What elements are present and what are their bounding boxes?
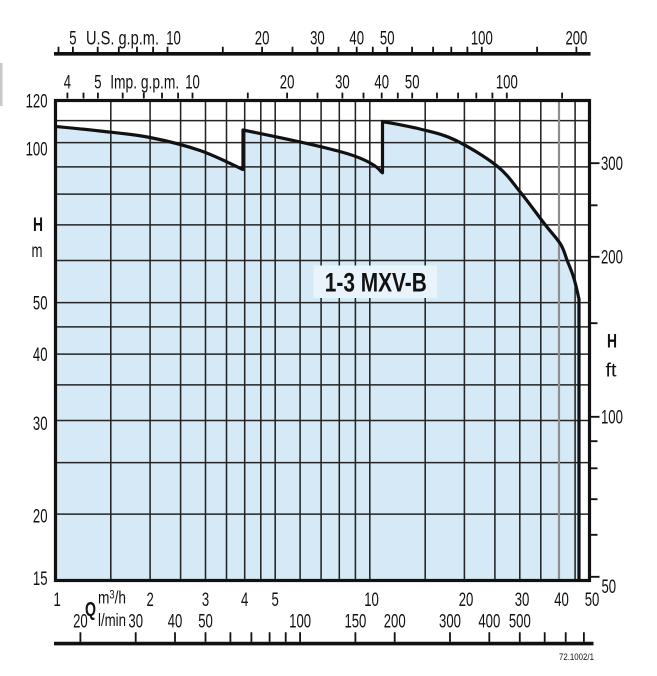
- svg-text:20: 20: [33, 506, 48, 527]
- svg-text:1-3 MXV-B: 1-3 MXV-B: [325, 268, 427, 298]
- svg-text:5: 5: [94, 72, 101, 93]
- svg-text:100: 100: [601, 408, 623, 429]
- svg-text:72.1002/1: 72.1002/1: [559, 652, 594, 663]
- svg-text:200: 200: [565, 29, 587, 50]
- svg-text:50: 50: [33, 293, 48, 314]
- svg-text:ft: ft: [606, 361, 618, 382]
- svg-text:10: 10: [364, 590, 379, 611]
- svg-text:30: 30: [515, 590, 530, 611]
- svg-text:30: 30: [335, 72, 350, 93]
- svg-text:300: 300: [601, 154, 623, 175]
- svg-text:40: 40: [374, 72, 389, 93]
- svg-text:l/min: l/min: [98, 610, 126, 630]
- svg-text:Q: Q: [85, 599, 96, 621]
- svg-text:3: 3: [202, 590, 209, 611]
- svg-text:120: 120: [26, 91, 48, 112]
- svg-text:20: 20: [255, 29, 270, 50]
- svg-text:40: 40: [349, 29, 364, 50]
- svg-text:10: 10: [185, 72, 200, 93]
- svg-text:500: 500: [509, 611, 531, 632]
- svg-text:15: 15: [33, 569, 48, 590]
- svg-text:200: 200: [384, 611, 406, 632]
- svg-text:50: 50: [198, 611, 213, 632]
- svg-text:50: 50: [380, 29, 395, 50]
- svg-text:50: 50: [585, 590, 600, 611]
- svg-text:100: 100: [496, 72, 518, 93]
- svg-text:4: 4: [241, 590, 249, 611]
- svg-text:20: 20: [459, 590, 474, 611]
- svg-text:50: 50: [405, 72, 420, 93]
- svg-text:1: 1: [53, 590, 60, 611]
- svg-text:30: 30: [33, 414, 48, 435]
- svg-text:5: 5: [69, 29, 76, 50]
- svg-text:U.S. g.p.m.: U.S. g.p.m.: [86, 29, 159, 50]
- svg-text:m: m: [32, 241, 43, 262]
- svg-text:300: 300: [439, 611, 461, 632]
- svg-text:400: 400: [478, 611, 500, 632]
- svg-text:40: 40: [554, 590, 569, 611]
- svg-text:H: H: [33, 215, 43, 236]
- svg-text:30: 30: [310, 29, 325, 50]
- svg-text:Imp. g.p.m.: Imp. g.p.m.: [110, 72, 179, 93]
- svg-text:100: 100: [471, 29, 493, 50]
- svg-text:200: 200: [601, 248, 623, 269]
- svg-text:100: 100: [289, 611, 311, 632]
- svg-text:2: 2: [146, 590, 153, 611]
- svg-text:150: 150: [344, 611, 366, 632]
- svg-text:H: H: [607, 332, 617, 353]
- svg-text:40: 40: [168, 611, 183, 632]
- svg-text:5: 5: [272, 590, 279, 611]
- svg-text:20: 20: [280, 72, 295, 93]
- svg-text:40: 40: [33, 345, 48, 366]
- svg-text:4: 4: [64, 72, 72, 93]
- svg-text:20: 20: [73, 611, 88, 632]
- svg-text:m3/h: m3/h: [98, 588, 126, 608]
- svg-text:50: 50: [602, 577, 617, 598]
- svg-text:10: 10: [166, 29, 181, 50]
- svg-text:30: 30: [128, 611, 143, 632]
- svg-text:100: 100: [26, 139, 48, 160]
